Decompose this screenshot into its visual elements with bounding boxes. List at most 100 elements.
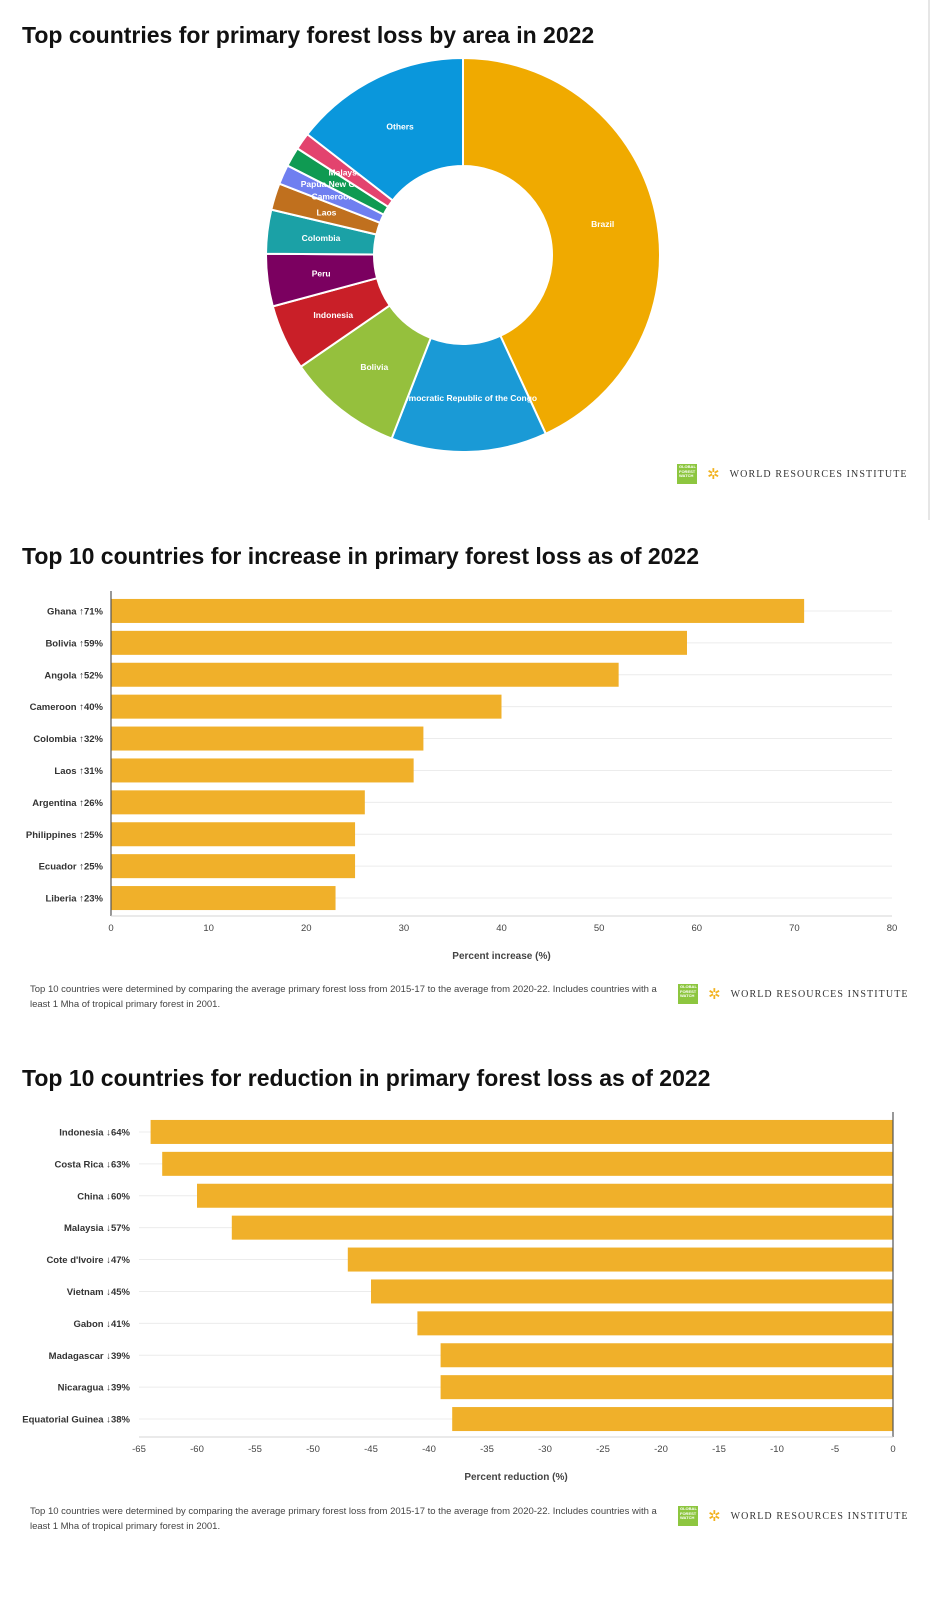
- tick-label: 60: [691, 923, 702, 934]
- bar-cameroon[interactable]: [111, 694, 502, 719]
- x-axis-label: Percent increase (%): [452, 951, 550, 962]
- increase-chart-panel: Top 10 countries for increase in primary…: [0, 520, 948, 1060]
- category-label-costa-rica: Costa Rica ↓63%: [54, 1159, 130, 1170]
- tick-label: -40: [422, 1444, 436, 1455]
- donut-label-colombia: Colombia: [302, 233, 341, 243]
- tick-label: -30: [538, 1444, 552, 1455]
- reduction-chart-note: Top 10 countries were determined by comp…: [30, 1506, 657, 1532]
- bar-ecuador[interactable]: [111, 854, 356, 879]
- tick-label: -20: [654, 1444, 668, 1455]
- tick-label: -10: [770, 1444, 784, 1455]
- wri-logo-text: WORLD RESOURCES INSTITUTE: [730, 1510, 909, 1522]
- bar-madagascar[interactable]: [440, 1343, 893, 1368]
- category-label-bolivia: Bolivia ↑59%: [45, 638, 103, 649]
- donut-label-laos: Laos: [317, 208, 337, 218]
- donut-slice-others[interactable]: [305, 56, 464, 202]
- tick-label: -5: [831, 1444, 839, 1455]
- bar-colombia[interactable]: [111, 726, 424, 751]
- bar-argentina[interactable]: [111, 790, 365, 815]
- tick-label: 20: [301, 923, 312, 934]
- increase-chart-note: Top 10 countries were determined by comp…: [30, 984, 657, 1010]
- category-label-angola: Angola ↑52%: [44, 670, 103, 681]
- donut-label-malaysia: Malaysia: [329, 167, 365, 177]
- wri-logo-icon: ✲: [708, 985, 721, 1003]
- bar-gabon[interactable]: [417, 1311, 893, 1336]
- donut-chart-panel: Top countries for primary forest loss by…: [0, 0, 948, 520]
- bar-bolivia[interactable]: [111, 630, 687, 655]
- increase-bar-chart: Ghana ↑71% Bolivia ↑59% Angola ↑52% Cameroo…: [26, 591, 898, 962]
- scrollbar[interactable]: [928, 0, 930, 520]
- donut-label-others: Others: [386, 122, 414, 132]
- category-label-cote-d-ivoire: Cote d'Ivoire ↓47%: [46, 1255, 130, 1266]
- bar-equatorial-guinea[interactable]: [452, 1407, 893, 1432]
- category-label-vietnam: Vietnam ↓45%: [67, 1287, 131, 1298]
- category-label-china: China ↓60%: [77, 1191, 130, 1202]
- donut-label-indonesia: Indonesia: [313, 310, 353, 320]
- wri-logo-icon: ✲: [708, 1507, 721, 1525]
- reduction-chart-panel: Top 10 countries for reduction in primar…: [0, 1060, 948, 1600]
- global-forest-watch-logo: GLOBAL FOREST WATCH: [678, 984, 698, 1004]
- reduction-bar-chart: Indonesia ↓64% Costa Rica ↓63% China ↓60% M…: [22, 1112, 896, 1483]
- donut-label-papua-new-guinea: Papua New Guinea: [301, 179, 378, 189]
- bar-ghana[interactable]: [111, 598, 805, 623]
- category-label-equatorial-guinea: Equatorial Guinea ↓38%: [22, 1415, 130, 1426]
- tick-label: -55: [248, 1444, 262, 1455]
- bar-liberia[interactable]: [111, 886, 336, 911]
- wri-logo-text: WORLD RESOURCES INSTITUTE: [729, 468, 908, 480]
- category-label-indonesia: Indonesia ↓64%: [59, 1127, 130, 1138]
- tick-label: -35: [480, 1444, 494, 1455]
- category-label-argentina: Argentina ↑26%: [32, 798, 103, 809]
- category-label-laos: Laos ↑31%: [54, 766, 103, 777]
- category-label-nicaragua: Nicaragua ↓39%: [58, 1383, 131, 1394]
- bar-malaysia[interactable]: [231, 1215, 894, 1240]
- category-label-gabon: Gabon ↓41%: [74, 1319, 131, 1330]
- bar-philippines[interactable]: [111, 822, 356, 847]
- attribution-1: GLOBAL FOREST WATCH ✲ WORLD RESOURCES IN…: [677, 464, 908, 484]
- bar-costa-rica[interactable]: [162, 1151, 893, 1176]
- tick-label: 40: [496, 923, 507, 934]
- tick-label: -50: [306, 1444, 320, 1455]
- category-label-cameroon: Cameroon ↑40%: [30, 702, 104, 713]
- tick-label: -25: [596, 1444, 610, 1455]
- attribution-2: GLOBAL FOREST WATCH ✲ WORLD RESOURCES IN…: [678, 984, 909, 1004]
- tick-label: 70: [789, 923, 800, 934]
- category-label-philippines: Philippines ↑25%: [26, 830, 104, 841]
- category-label-ecuador: Ecuador ↑25%: [39, 862, 104, 873]
- bar-china[interactable]: [197, 1183, 893, 1208]
- tick-label: 50: [594, 923, 605, 934]
- tick-label: 10: [203, 923, 214, 934]
- tick-label: 0: [890, 1444, 895, 1455]
- donut-chart-title: Top countries for primary forest loss by…: [22, 22, 595, 48]
- increase-chart-title: Top 10 countries for increase in primary…: [22, 543, 700, 569]
- donut-slice-brazil[interactable]: [462, 56, 661, 436]
- tick-label: -65: [132, 1444, 146, 1455]
- donut-label-brazil: Brazil: [591, 219, 614, 229]
- bar-vietnam[interactable]: [371, 1279, 893, 1304]
- global-forest-watch-logo: GLOBAL FOREST WATCH: [677, 464, 697, 484]
- tick-label: -45: [364, 1444, 378, 1455]
- bar-angola[interactable]: [111, 662, 619, 687]
- wri-logo-text: WORLD RESOURCES INSTITUTE: [730, 988, 909, 1000]
- donut-chart: Brazil Democratic Republic of the Congo Bo…: [264, 56, 661, 453]
- tick-label: -60: [190, 1444, 204, 1455]
- bar-nicaragua[interactable]: [440, 1375, 893, 1400]
- category-label-malaysia: Malaysia ↓57%: [64, 1223, 131, 1234]
- donut-label-bolivia: Bolivia: [360, 362, 388, 372]
- attribution-3: GLOBAL FOREST WATCH ✲ WORLD RESOURCES IN…: [678, 1506, 909, 1526]
- wri-logo-icon: ✲: [707, 465, 720, 483]
- tick-label: 80: [887, 923, 898, 934]
- bar-cote-d-ivoire[interactable]: [347, 1247, 893, 1272]
- bar-indonesia[interactable]: [150, 1119, 894, 1144]
- tick-label: -15: [712, 1444, 726, 1455]
- tick-label: 0: [108, 923, 113, 934]
- donut-label-peru: Peru: [312, 268, 331, 278]
- donut-label-cameroon: Cameroon: [311, 192, 353, 202]
- global-forest-watch-logo: GLOBAL FOREST WATCH: [678, 1506, 698, 1526]
- category-label-colombia: Colombia ↑32%: [33, 734, 103, 745]
- donut-label-democratic-republic-of-the-congo: Democratic Republic of the Congo: [398, 393, 537, 403]
- category-label-liberia: Liberia ↑23%: [45, 894, 103, 905]
- bar-laos[interactable]: [111, 758, 414, 783]
- reduction-chart-title: Top 10 countries for reduction in primar…: [22, 1065, 711, 1091]
- category-label-ghana: Ghana ↑71%: [47, 606, 104, 617]
- x-axis-label: Percent reduction (%): [464, 1472, 567, 1483]
